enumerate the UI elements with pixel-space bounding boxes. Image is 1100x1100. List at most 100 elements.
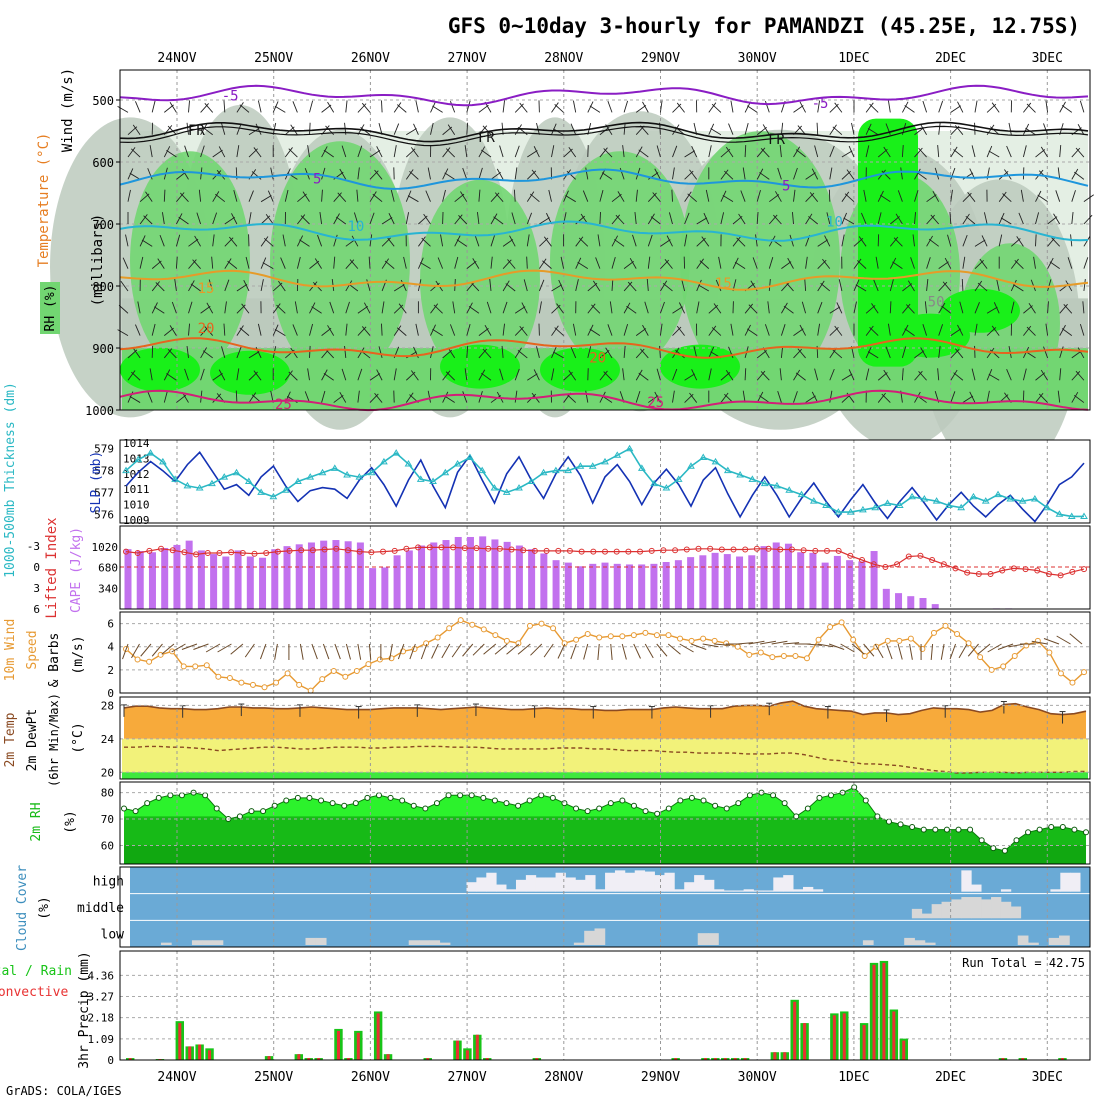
wind-barb-10m	[274, 643, 278, 660]
cloud-middle-bar	[911, 908, 923, 919]
contour-label: 5	[782, 179, 790, 195]
wind-barb	[627, 281, 637, 292]
wind-barb	[241, 303, 250, 314]
thickness-point	[416, 475, 425, 482]
wind-barb	[321, 390, 326, 403]
lifted-index-point	[602, 548, 608, 555]
wind-barb	[738, 213, 746, 225]
wind-barb	[299, 239, 310, 247]
thickness-point	[502, 488, 511, 495]
cloud-high-bar	[664, 872, 675, 892]
thickness-tick-label: 577	[94, 486, 114, 499]
wind-barb-10m	[472, 643, 485, 656]
wind-barb	[1063, 304, 1073, 314]
wind-barb	[176, 192, 185, 202]
wind-barb	[672, 124, 680, 135]
rh2m-point	[619, 797, 626, 804]
rh2m-point	[549, 794, 556, 801]
wind-barb	[644, 301, 649, 314]
lifted-index-point	[228, 549, 235, 556]
wind-barb-10m	[140, 643, 152, 657]
wind-barb	[793, 105, 804, 113]
wind-barb	[292, 324, 298, 336]
wind-barb	[799, 101, 806, 113]
wind-barb	[444, 172, 455, 180]
rh2m-fill-base	[124, 845, 1086, 864]
wind-speed-point	[273, 679, 280, 686]
wind-barb	[496, 168, 504, 180]
bottom-date-label: 25NOV	[254, 1070, 293, 1085]
wind-barb	[889, 279, 894, 292]
wind-barb	[897, 190, 903, 202]
wind-barb	[817, 323, 821, 336]
wind-barb	[577, 261, 589, 270]
wind-barb	[642, 101, 649, 113]
wind-barb	[942, 281, 952, 292]
wind-barb	[853, 301, 857, 314]
wind-barb	[930, 214, 940, 225]
wind-barb	[950, 167, 956, 180]
cloud-low-bar	[584, 930, 595, 945]
wind-tick-label: 4	[107, 641, 114, 654]
thickness-point	[871, 503, 880, 511]
wind-barb	[905, 304, 915, 314]
isotherm	[119, 389, 1089, 412]
lifted-index-point	[1069, 568, 1076, 575]
wind-barb	[478, 189, 481, 202]
wind-barb	[1071, 350, 1082, 359]
wind-barb	[829, 306, 841, 314]
wind-barb	[829, 167, 833, 180]
cape-bar	[210, 554, 218, 609]
isotherm	[119, 121, 1089, 143]
precip-legend-convective: Convective	[0, 985, 68, 1000]
wind-barb	[1083, 194, 1094, 203]
wind-barb	[989, 126, 1000, 136]
wind-barb	[708, 145, 712, 158]
wind-speed-point	[261, 684, 268, 691]
lifted-index-point	[274, 548, 281, 555]
wind-barb	[381, 100, 383, 113]
wind-barb	[174, 279, 177, 292]
wind-barb	[539, 258, 547, 269]
rh2m-point	[445, 792, 452, 799]
wind-barb	[357, 326, 367, 336]
cape-bar	[577, 566, 585, 609]
rh-green-blob	[550, 151, 690, 372]
wind-barb	[311, 306, 322, 314]
wind-barb	[482, 125, 492, 136]
wind-barb	[755, 234, 758, 247]
cloud-high-bar	[585, 875, 596, 892]
wind-barb	[814, 368, 819, 381]
lifted-index-point	[134, 550, 141, 556]
wind-barb	[323, 372, 334, 381]
wind-barb	[551, 102, 559, 113]
cloud-low-bar	[212, 940, 224, 945]
wind-barb	[1014, 259, 1024, 269]
wind-barb	[793, 189, 796, 202]
wind-barb	[660, 259, 670, 269]
wind-barb	[957, 324, 964, 336]
wind-barb	[1059, 101, 1066, 113]
rh2m-point	[793, 813, 800, 820]
wind-barb	[568, 146, 577, 158]
precip-tick-label: 0	[107, 1054, 114, 1067]
lifted-index-point	[496, 545, 503, 552]
wind-barb	[224, 216, 236, 225]
thickness-point	[367, 468, 376, 476]
wind-barb	[224, 279, 230, 292]
wind-speed-point	[307, 687, 314, 694]
wind-barb	[892, 261, 903, 270]
cape-frame	[119, 525, 1091, 610]
wind-speed-point	[930, 629, 937, 636]
wind-barb	[341, 145, 347, 158]
cape-bar	[687, 557, 695, 609]
wind-barb	[381, 217, 393, 225]
pressure-tick-label: 900	[92, 342, 114, 356]
wind-barb	[378, 346, 383, 359]
lifted-index-point	[1010, 565, 1017, 572]
wind-barb	[779, 145, 782, 158]
rh2m-point	[491, 797, 498, 804]
cape-bar	[405, 550, 413, 609]
thickness-point	[1006, 495, 1015, 502]
wind-barb	[1030, 279, 1036, 292]
